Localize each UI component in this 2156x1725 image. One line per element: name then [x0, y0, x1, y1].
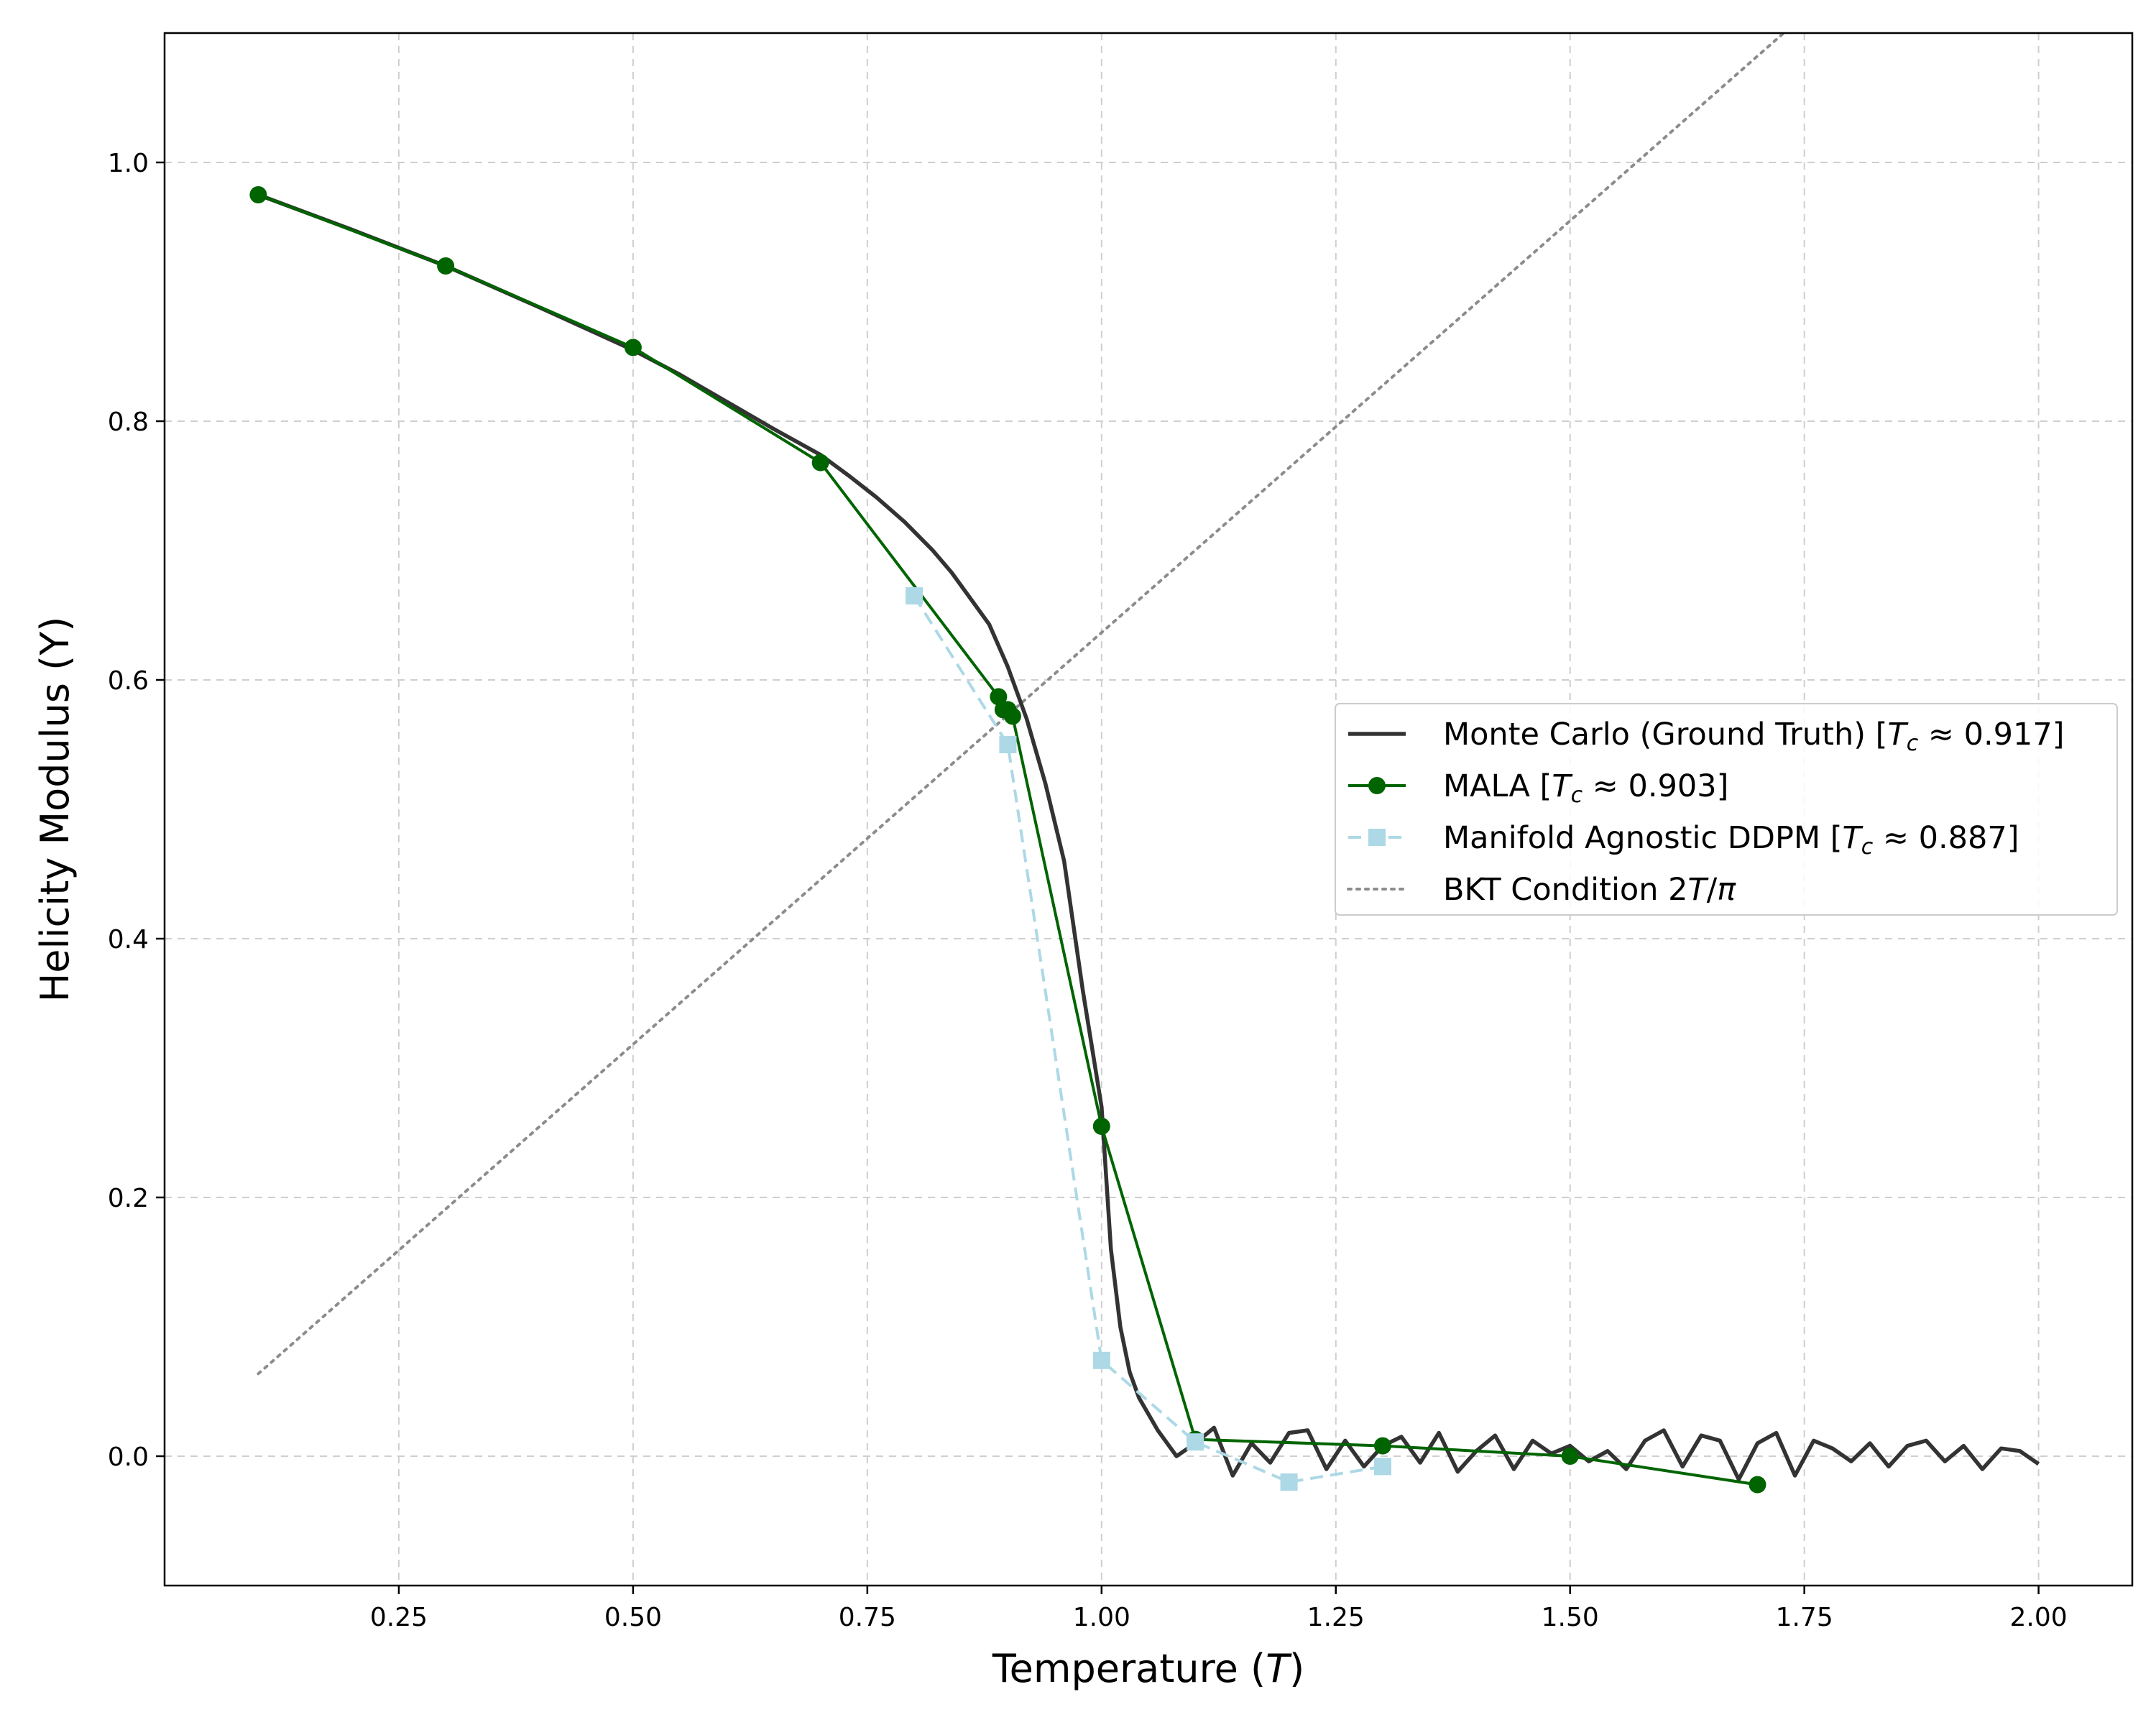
ddpm-point [1373, 1458, 1391, 1476]
ddpm-legend-marker [1368, 829, 1386, 846]
bkt-series-line [257, 33, 1786, 1376]
monte-carlo-series-line [257, 193, 2040, 1482]
axis-ticks: 0.25 0.50 0.75 1.00 1.25 1.50 1.75 2.00 0.0 0.2 0.… [108, 149, 2068, 1632]
x-tick-label: 1.75 [1776, 1603, 1833, 1632]
y-tick-label: 0.6 [108, 666, 149, 696]
mala-point [437, 257, 455, 275]
x-tick-label: 1.00 [1073, 1603, 1130, 1632]
ddpm-point [1280, 1473, 1298, 1491]
ddpm-series-line [913, 594, 1383, 1484]
ddpm-point [906, 587, 923, 604]
mala-point [624, 339, 642, 356]
monte-carlo-legend-label: Monte Carlo (Ground Truth) [Tc ≈ 0.917] [1443, 717, 2065, 756]
mala-point [1373, 1437, 1391, 1455]
ddpm-legend-label: Manifold Agnostic DDPM [Tc ≈ 0.887] [1443, 820, 2019, 860]
mala-point [249, 186, 267, 203]
series-layer [249, 33, 2040, 1494]
y-tick-label: 1.0 [108, 149, 149, 178]
ddpm-point [999, 736, 1017, 753]
mala-point [1003, 707, 1021, 725]
y-tick-label: 0.8 [108, 408, 149, 437]
x-tick-label: 0.50 [604, 1603, 662, 1632]
grid-lines [165, 33, 2132, 1586]
ddpm-point [1092, 1351, 1110, 1369]
mala-legend-label: MALA [Tc ≈ 0.903] [1443, 768, 1728, 808]
legend: Monte Carlo (Ground Truth) [Tc ≈ 0.917] M… [1335, 703, 2118, 916]
mala-point [811, 454, 829, 472]
mala-point [1561, 1448, 1579, 1465]
mala-point [1092, 1118, 1110, 1135]
x-axis-label: Temperature (T) [992, 1646, 1304, 1691]
y-tick-label: 0.0 [108, 1443, 149, 1472]
x-tick-label: 0.25 [370, 1603, 428, 1632]
bkt-legend-label: BKT Condition 2T/π [1443, 872, 1736, 908]
y-tick-label: 0.2 [108, 1184, 149, 1213]
x-tick-label: 0.75 [839, 1603, 896, 1632]
plot-frame [163, 32, 2134, 1587]
x-tick-label: 1.25 [1307, 1603, 1365, 1632]
ddpm-point [1187, 1433, 1204, 1451]
x-tick-label: 2.00 [2010, 1603, 2068, 1632]
y-axis-label: Helicity Modulus (Υ) [32, 617, 78, 1003]
mala-legend-marker [1368, 777, 1386, 794]
mala-point [990, 688, 1008, 706]
legend-box [1335, 703, 2118, 916]
x-tick-label: 1.50 [1542, 1603, 1599, 1632]
y-tick-label: 0.4 [108, 925, 149, 954]
mala-point [1749, 1476, 1766, 1494]
